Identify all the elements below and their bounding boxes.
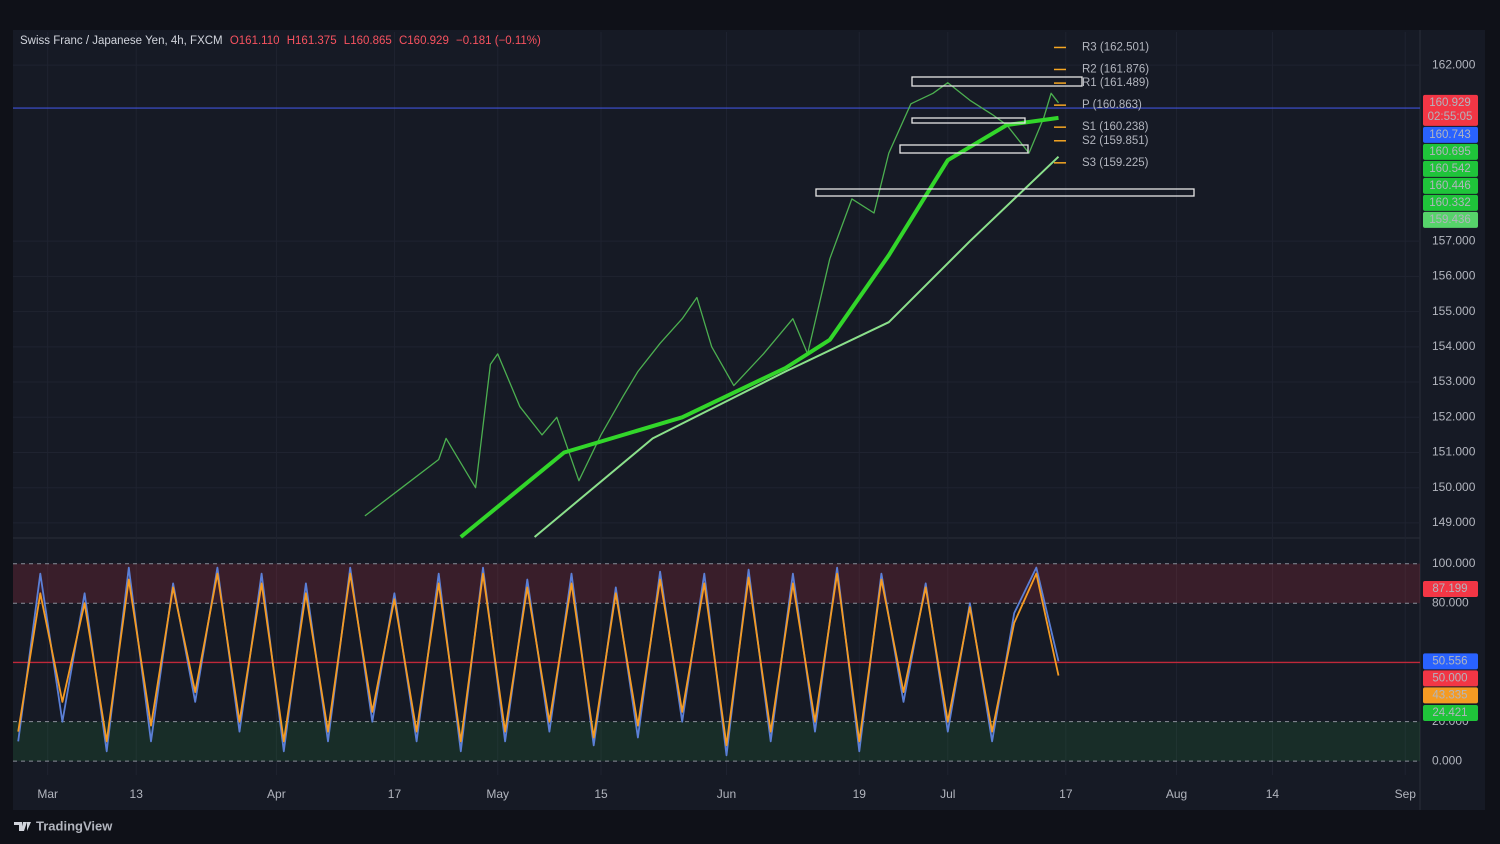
ohlc-high: H161.375 (287, 35, 337, 47)
pivot-label: S1 (160.238) (1082, 121, 1149, 133)
price-tag-label: 160.446 (1429, 180, 1471, 192)
change: −0.181 (−0.11%) (456, 35, 541, 47)
brand: TradingView (36, 818, 113, 833)
price-tag (1423, 143, 1478, 160)
price-tag-label: 160.929 (1429, 97, 1471, 109)
zone-box (911, 117, 1026, 124)
plot-layer: Mar 13 Apr 17 May 15 Jun 19 Jul 17 Aug 14 Sep 149.000… (13, 32, 1478, 801)
price-tag (1423, 94, 1478, 126)
price-tag-label: 24.421 (1432, 707, 1467, 719)
y-tick-label: 150.000 (1432, 480, 1476, 494)
x-tick-label: 17 (1059, 787, 1073, 801)
price-tag (1423, 670, 1478, 687)
price-tag-label: 43.335 (1432, 689, 1467, 701)
pivot-label: R1 (161.489) (1082, 77, 1149, 89)
zone-box (911, 76, 1083, 87)
x-tick-label: 15 (594, 787, 608, 801)
series-line (533, 155, 1060, 538)
x-tick-label: Aug (1166, 787, 1187, 801)
ohlc-open: O161.110 (230, 35, 280, 47)
price-tag-label: 50.000 (1432, 672, 1467, 684)
y-tick-label: 152.000 (1432, 409, 1476, 423)
series-line (17, 572, 1060, 747)
y-tick-label: 153.000 (1432, 374, 1476, 388)
logo: TradingView (14, 818, 113, 833)
x-tick-label: Jun (717, 787, 736, 801)
price-tag (1423, 194, 1478, 211)
pivot-label: S2 (159.851) (1082, 135, 1149, 147)
price-tag-label: 50.556 (1432, 655, 1467, 667)
ohlc-low: L160.865 (344, 35, 392, 47)
pivot-label: R2 (161.876) (1082, 64, 1149, 76)
x-tick-label: Sep (1395, 787, 1417, 801)
x-tick-label: 13 (130, 787, 144, 801)
price-tag-label: 160.743 (1429, 129, 1471, 141)
x-tick-label: 19 (853, 787, 867, 801)
price-tag (1423, 687, 1478, 704)
x-tick-label: Mar (37, 787, 58, 801)
series-line (364, 82, 1060, 517)
zone-box (899, 144, 1029, 154)
x-tick-label: 17 (388, 787, 402, 801)
countdown: 02:55:05 (1428, 111, 1473, 123)
price-tag (1423, 211, 1478, 228)
oversold-zone (13, 721, 1420, 762)
price-tag-label: 160.332 (1429, 197, 1471, 209)
x-tick-label: Jul (940, 787, 955, 801)
price-tag (1423, 177, 1478, 194)
price-tag-label: 159.436 (1429, 214, 1471, 226)
y-tick-label: 100.000 (1432, 556, 1476, 570)
price-tag (1423, 653, 1478, 670)
ohlc-close: C160.929 (399, 35, 449, 47)
pivot-label: R3 (162.501) (1082, 41, 1149, 53)
price-tag-label: 160.542 (1429, 163, 1471, 175)
logo-mark (14, 822, 31, 831)
y-tick-label: 151.000 (1432, 445, 1476, 459)
y-tick-label: 149.000 (1432, 515, 1476, 529)
price-tag (1423, 126, 1478, 143)
y-tick-label: 155.000 (1432, 304, 1476, 318)
x-tick-label: Apr (267, 787, 286, 801)
price-tag-label: 160.695 (1429, 146, 1471, 158)
x-tick-label: 14 (1266, 787, 1280, 801)
zone-box (815, 188, 1195, 197)
x-tick-label: May (486, 787, 509, 801)
price-tag (1423, 580, 1478, 597)
y-tick-label: 156.000 (1432, 269, 1476, 283)
y-tick-label: 154.000 (1432, 339, 1476, 353)
price-tag-label: 87.199 (1432, 583, 1467, 595)
symbol-title: Swiss Franc / Japanese Yen, 4h, FXCM (20, 35, 223, 47)
price-tag (1423, 160, 1478, 177)
symbol-header: Swiss Franc / Japanese Yen, 4h, FXCM O16… (20, 35, 541, 47)
y-tick-label: 0.000 (1432, 753, 1462, 767)
pivot-label: S3 (159.225) (1082, 157, 1149, 169)
series-line (459, 115, 1059, 539)
chart-area (13, 30, 1485, 810)
price-tag (1423, 704, 1478, 721)
y-tick-label: 80.000 (1432, 595, 1469, 609)
overbought-zone (13, 563, 1420, 604)
y-tick-label: 157.000 (1432, 233, 1476, 247)
zones (815, 76, 1195, 197)
y-tick-label: 162.000 (1432, 57, 1476, 71)
pivot-label: P (160.863) (1082, 99, 1142, 111)
